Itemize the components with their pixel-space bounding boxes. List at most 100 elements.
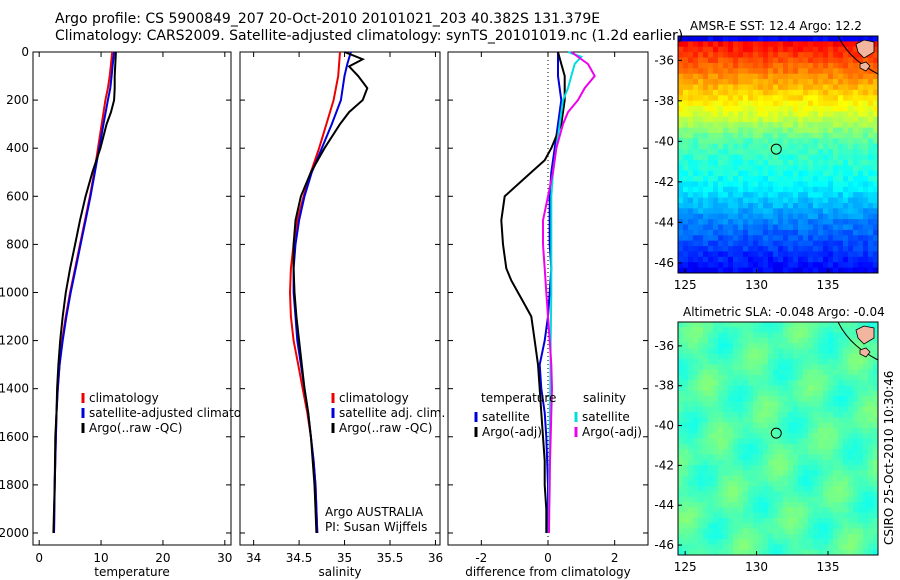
map-cell: [808, 549, 814, 556]
map-cell: [818, 364, 824, 371]
map-cell: [823, 46, 829, 53]
map-cell: [828, 192, 834, 198]
map-cell: [683, 549, 689, 556]
map-cell: [688, 46, 694, 53]
map-cell: [743, 369, 749, 376]
map-cell: [713, 359, 719, 365]
map-cell: [698, 470, 704, 476]
map-cell: [718, 496, 724, 503]
map-cell: [703, 359, 709, 365]
map-cell: [823, 406, 829, 413]
map-cell: [873, 327, 879, 333]
map-cell: [753, 486, 759, 492]
map-cell: [863, 385, 869, 392]
map-cell: [688, 475, 694, 482]
map-cell: [853, 359, 859, 365]
map-cell: [768, 512, 774, 519]
map-cell: [688, 480, 694, 487]
y-tick-label: 2000: [0, 526, 29, 540]
map-cell: [683, 116, 689, 123]
map-cell: [853, 95, 859, 102]
map-cell: [683, 454, 689, 461]
map-cell: [743, 213, 749, 220]
map-cell: [728, 438, 734, 445]
map-cell: [813, 533, 819, 540]
map-cell: [768, 517, 774, 524]
map-cell: [848, 143, 854, 150]
map-cell: [778, 523, 784, 529]
map-cell: [798, 486, 804, 492]
map-cell: [758, 106, 764, 112]
map-cell: [688, 262, 694, 269]
map-cell: [703, 84, 709, 91]
map-cell: [848, 353, 854, 360]
map-cell: [693, 433, 699, 439]
map-cell: [843, 406, 849, 413]
map-cell: [703, 517, 709, 524]
map-cell: [743, 486, 749, 492]
map-cell: [873, 348, 879, 355]
map-cell: [868, 154, 874, 161]
map-cell: [783, 197, 789, 204]
map-cell: [813, 267, 819, 274]
map-cell: [858, 443, 864, 450]
map-cell: [713, 343, 719, 349]
map-cell: [848, 165, 854, 172]
map-cell: [808, 267, 814, 274]
map-cell: [693, 374, 699, 381]
map-cell: [758, 422, 764, 429]
map-cell: [803, 170, 809, 177]
map-cell: [753, 127, 759, 134]
map-cell: [828, 106, 834, 112]
map-cell: [738, 202, 744, 209]
map-cell: [738, 327, 744, 333]
map-cell: [833, 433, 839, 439]
map-cell: [848, 528, 854, 535]
map-cell: [833, 68, 839, 75]
map-cell: [813, 256, 819, 263]
map-cell: [798, 149, 804, 155]
map-cell: [758, 438, 764, 445]
map-cell: [743, 412, 749, 418]
map-cell: [873, 353, 879, 360]
map-cell: [688, 512, 694, 519]
map-cell: [758, 262, 764, 269]
map-cell: [718, 422, 724, 429]
map-cell: [823, 496, 829, 503]
map-cell: [728, 544, 734, 551]
map-cell: [688, 401, 694, 408]
map-cell: [773, 449, 779, 455]
map-cell: [693, 544, 699, 551]
map-cell: [678, 149, 684, 155]
map-cell: [853, 364, 859, 371]
map-cell: [698, 138, 704, 145]
map-cell: [873, 449, 879, 455]
map-cell: [758, 132, 764, 139]
map-cell: [778, 46, 784, 53]
map-cell: [748, 62, 754, 69]
map-cell: [783, 229, 789, 236]
map-cell: [813, 348, 819, 355]
map-cell: [828, 138, 834, 145]
map-cell: [763, 422, 769, 429]
map-cell: [828, 181, 834, 188]
map-cell: [703, 433, 709, 439]
map-cell: [738, 240, 744, 247]
map-cell: [803, 502, 809, 508]
map-cell: [728, 327, 734, 333]
map-cell: [693, 246, 699, 252]
map-cell: [768, 470, 774, 476]
map-cell: [758, 165, 764, 172]
map-cell: [778, 517, 784, 524]
map-cell: [733, 433, 739, 439]
map-cell: [738, 443, 744, 450]
map-cell: [678, 507, 684, 514]
map-cell: [693, 111, 699, 118]
map-cell: [678, 417, 684, 424]
map-cell: [798, 192, 804, 198]
map-cell: [783, 322, 789, 328]
map-cell: [693, 417, 699, 424]
map-cell: [828, 449, 834, 455]
map-cell: [758, 533, 764, 540]
map-cell: [818, 353, 824, 360]
